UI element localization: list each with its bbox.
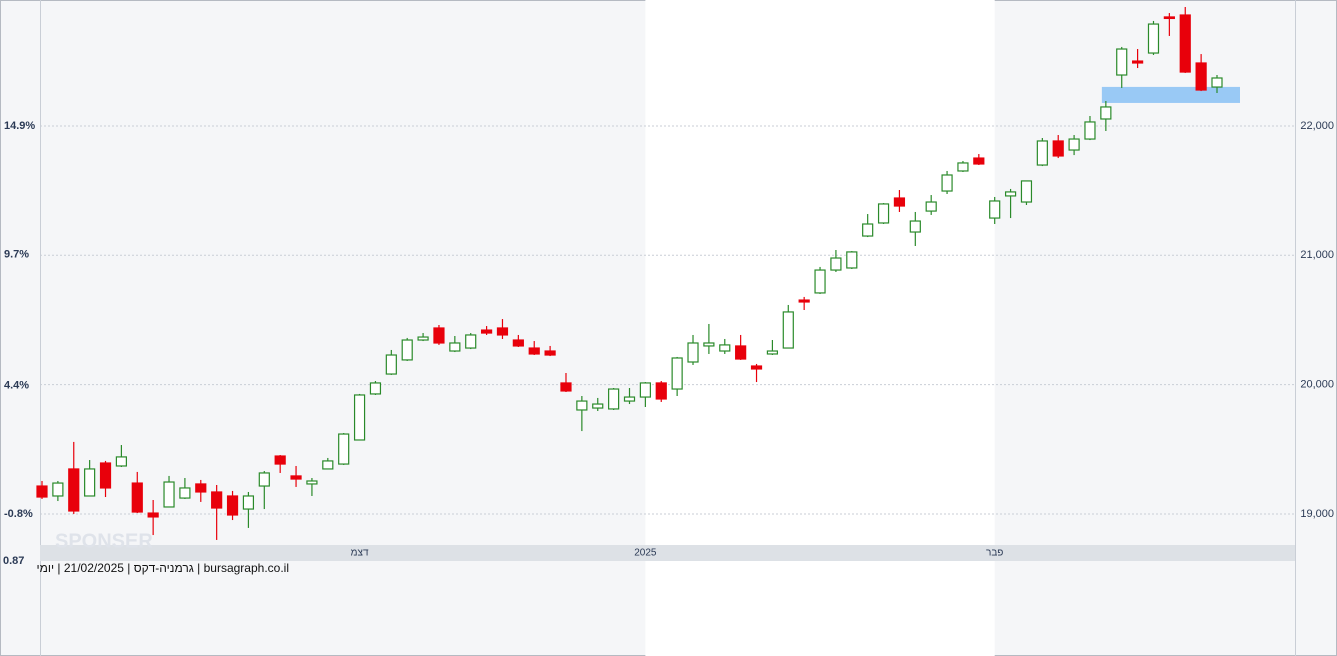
candle-body: [655, 382, 667, 400]
candle-body: [782, 311, 794, 349]
y-tick-label: 20,000: [1300, 379, 1334, 391]
corner-label: 0.87: [3, 555, 24, 567]
candle-body: [592, 403, 604, 409]
candle-body: [512, 339, 524, 347]
candle-body: [147, 512, 159, 518]
caption: bursagraph.co.il | גרמניה-דקס | 21/02/20…: [36, 561, 289, 575]
x-tick-label: 2025: [634, 548, 657, 559]
candle-body: [703, 342, 715, 347]
candle-body: [179, 487, 191, 499]
time-band: [40, 545, 1295, 561]
candle-body: [608, 388, 620, 410]
candle-body: [862, 223, 874, 237]
candle-body: [1036, 140, 1048, 166]
candle-body: [1195, 62, 1207, 91]
candle-body: [623, 396, 636, 402]
y2-tick-label: -0.8%: [4, 508, 33, 520]
candle-body: [226, 495, 239, 516]
candle-body: [798, 299, 810, 303]
candle-body: [163, 481, 175, 508]
candle-body: [877, 203, 890, 224]
candle-body: [449, 342, 461, 352]
candle-body: [99, 462, 112, 489]
candle-body: [1116, 48, 1128, 76]
candle-body: [274, 455, 286, 465]
candle-body: [989, 200, 1001, 219]
candle-body: [814, 269, 826, 294]
candle-body: [417, 336, 429, 341]
candle-body: [957, 162, 969, 172]
candle-body: [385, 354, 397, 375]
candle-body: [480, 329, 493, 334]
candle-body: [84, 468, 96, 497]
y-tick-label: 22,000: [1300, 120, 1334, 132]
watermark: SPONSER: [55, 530, 153, 552]
candle-body: [639, 382, 651, 398]
y-tick-label: 21,000: [1300, 249, 1334, 261]
x-tick-label: פבר: [986, 548, 1003, 559]
highlight-zone: [1101, 86, 1240, 103]
candle-body: [1052, 140, 1064, 157]
candle-body: [1179, 14, 1191, 73]
candle-body: [1163, 16, 1175, 20]
candle-body: [735, 345, 747, 360]
candle-body: [242, 495, 255, 510]
candle-body: [687, 342, 699, 363]
candle-body: [750, 365, 763, 370]
candle-body: [211, 491, 223, 509]
candle-body: [1004, 191, 1017, 197]
candle-body: [671, 357, 683, 390]
candle-body: [115, 456, 127, 467]
candle-body: [973, 157, 985, 165]
candle-body: [496, 327, 509, 336]
candle-body: [306, 480, 318, 485]
candle-body: [465, 334, 477, 349]
candle-body: [1084, 121, 1096, 140]
candle-body: [36, 485, 48, 498]
candle-body: [544, 350, 556, 356]
candle-body: [1068, 138, 1080, 151]
candle-body: [131, 482, 143, 513]
candle-body: [909, 220, 921, 233]
candle-body: [941, 174, 953, 192]
candle-body: [830, 257, 842, 271]
y2-tick-label: 9.7%: [4, 248, 29, 260]
candle-body: [52, 482, 64, 497]
candle-body: [528, 347, 540, 355]
candle-body: [766, 350, 779, 355]
candle-body: [846, 251, 858, 269]
candle-body: [401, 339, 413, 361]
y2-tick-label: 14.9%: [4, 120, 35, 132]
candle-body: [290, 475, 302, 480]
y2-tick-label: 4.4%: [4, 379, 29, 391]
candle-body: [322, 460, 334, 470]
candle-body: [1100, 106, 1112, 120]
candle-body: [1147, 23, 1160, 54]
candle-body: [195, 483, 207, 493]
y-tick-label: 19,000: [1300, 508, 1334, 520]
candle-body: [576, 400, 588, 411]
candle-body: [1132, 60, 1144, 64]
candle-body: [353, 394, 366, 441]
candle-body: [893, 197, 906, 207]
candle-body: [68, 468, 80, 512]
candle-body: [338, 433, 350, 465]
candle-body: [1020, 180, 1033, 203]
candle-body: [925, 201, 937, 212]
candle-body: [369, 382, 382, 395]
x-tick-label: דצמ: [351, 548, 369, 559]
candle-body: [560, 382, 572, 392]
candle-body: [258, 472, 270, 487]
candle-body: [1211, 77, 1223, 88]
candle-body: [719, 344, 731, 352]
candle-body: [433, 327, 445, 344]
